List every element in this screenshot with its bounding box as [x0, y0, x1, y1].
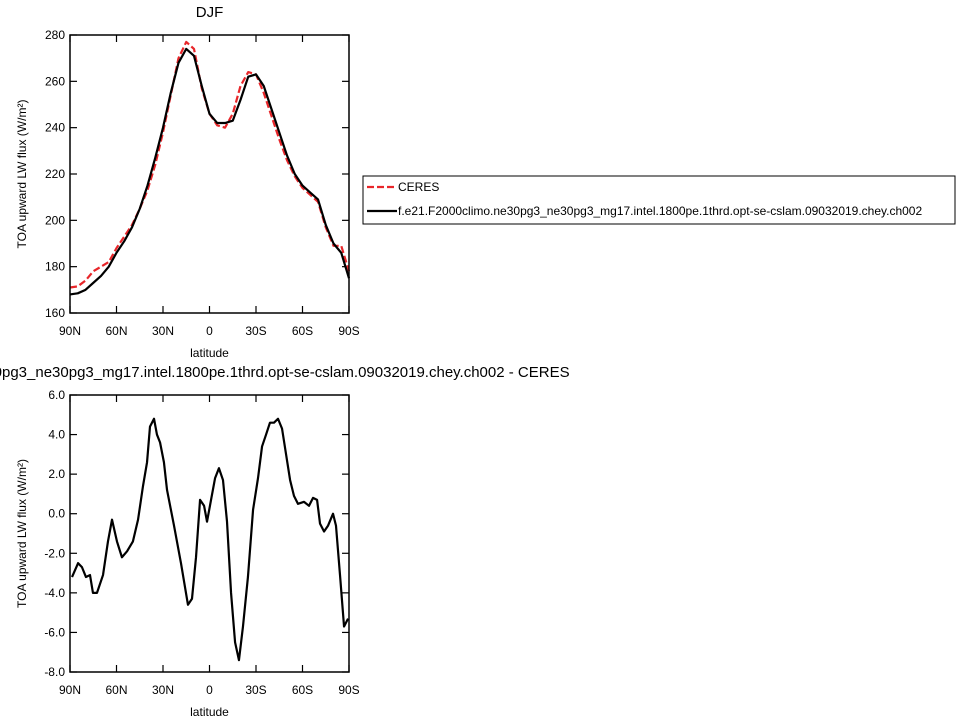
x-tick-label: 30S: [245, 683, 266, 697]
y-tick-label: -4.0: [44, 586, 65, 600]
y-axis-label: TOA upward LW flux (W/m²): [15, 100, 29, 249]
chart-title: f.e21.F2000climo.ne30pg3_ne30pg3_mg17.in…: [0, 364, 570, 381]
plot-frame: [69, 34, 350, 314]
x-tick-label: 60S: [292, 683, 313, 697]
y-tick-label: 160: [45, 306, 65, 320]
x-tick-label: 60N: [105, 324, 127, 338]
data-line: [69, 47, 351, 296]
y-tick-label: 280: [45, 28, 65, 42]
y-tick-label: -8.0: [44, 665, 65, 679]
plot-frame: [69, 394, 350, 673]
x-tick-label: 90N: [59, 324, 81, 338]
x-tick-label: 90N: [59, 683, 81, 697]
y-tick-label: 260: [45, 74, 65, 88]
legend-label: f.e21.F2000climo.ne30pg3_ne30pg3_mg17.in…: [398, 204, 922, 218]
x-tick-label: 0: [206, 683, 213, 697]
y-tick-label: 4.0: [48, 428, 65, 442]
x-tick-label: 60S: [292, 324, 313, 338]
x-axis-label: latitude: [190, 346, 229, 360]
data-line: [71, 417, 350, 662]
chart-title: DJF: [196, 4, 224, 21]
x-tick-label: 0: [206, 324, 213, 338]
legend-box: [362, 175, 956, 225]
y-tick-label: 240: [45, 121, 65, 135]
legend-label: CERES: [398, 180, 439, 194]
y-tick-label: 6.0: [48, 388, 65, 402]
x-tick-label: 60N: [105, 683, 127, 697]
y-tick-label: 2.0: [48, 467, 65, 481]
x-tick-label: 90S: [338, 683, 359, 697]
x-tick-label: 30N: [152, 683, 174, 697]
y-axis-label: TOA upward LW flux (W/m²): [15, 459, 29, 608]
x-tick-label: 90S: [338, 324, 359, 338]
y-tick-label: 180: [45, 260, 65, 274]
y-tick-label: 200: [45, 213, 65, 227]
y-tick-label: 0.0: [48, 507, 65, 521]
x-tick-label: 30N: [152, 324, 174, 338]
x-axis-label: latitude: [190, 705, 229, 719]
data-line: [69, 40, 351, 289]
y-tick-label: -2.0: [44, 546, 65, 560]
y-tick-label: -6.0: [44, 625, 65, 639]
y-tick-label: 220: [45, 167, 65, 181]
x-tick-label: 30S: [245, 324, 266, 338]
